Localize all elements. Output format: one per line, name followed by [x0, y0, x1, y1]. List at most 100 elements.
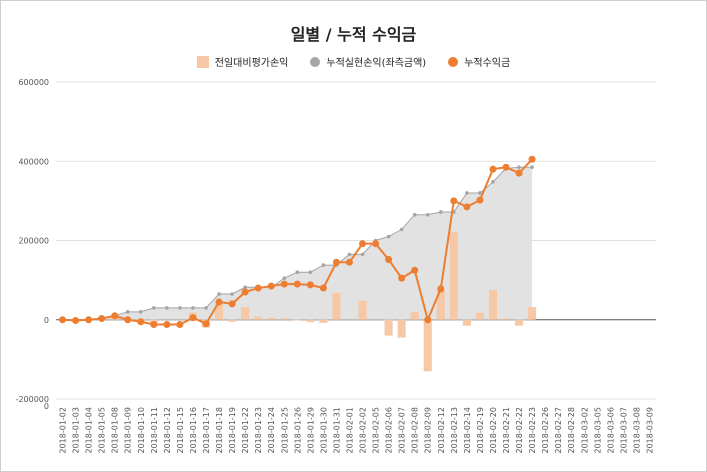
- cumulative-point: [411, 266, 419, 274]
- cumulative-point: [489, 165, 497, 173]
- cumulative-point: [306, 281, 314, 289]
- cumulative-point: [450, 197, 458, 205]
- cumulative-point: [398, 274, 406, 282]
- daily-pnl-bar: [410, 311, 419, 320]
- x-tick-label: 2018-03-02: [580, 407, 589, 454]
- cumulative-point: [502, 163, 510, 171]
- y-tick-label: 600000: [18, 78, 49, 87]
- realized-point: [530, 165, 534, 169]
- cumulative-point: [85, 316, 93, 324]
- daily-pnl-bar: [528, 307, 537, 320]
- realized-point: [347, 252, 352, 257]
- x-tick-label: 2018-02-22: [515, 407, 524, 454]
- x-tick-label: 2018-02-19: [476, 407, 485, 454]
- daily-pnl-bar: [306, 319, 315, 323]
- cumulative-point: [150, 321, 158, 329]
- cumulative-point: [528, 155, 536, 163]
- realized-point: [152, 306, 156, 310]
- legend-swatch-dot: [448, 56, 459, 67]
- daily-pnl-bar: [241, 307, 250, 320]
- x-tick-label: 2018-01-23: [254, 407, 263, 454]
- chart-title: 일별 / 누적 수익금: [290, 25, 417, 44]
- realized-point: [321, 263, 326, 267]
- realized-point: [491, 180, 495, 184]
- legend-label: 전일대비평가손익: [214, 58, 289, 69]
- y-tick-label: 0: [44, 316, 49, 325]
- legend-item-cumulative[interactable]: 누적수익금: [448, 54, 510, 69]
- x-tick-label: 2018-01-03: [72, 407, 81, 454]
- realized-point: [204, 306, 208, 310]
- legend-label: 누적수익금: [464, 58, 511, 69]
- x-tick-label: 2018-01-08: [111, 407, 120, 454]
- x-tick-label: 2018-01-02: [59, 407, 68, 454]
- x-tick-label: 2018-01-24: [267, 407, 276, 454]
- realized-point: [438, 210, 443, 214]
- cumulative-point: [111, 312, 119, 320]
- x-tick-label: 2018-01-17: [202, 407, 211, 454]
- daily-pnl-bar: [436, 290, 445, 320]
- x-tick-label: 2018-02-20: [489, 407, 498, 454]
- cumulative-point: [463, 203, 471, 211]
- legend-swatch-dot: [310, 56, 321, 67]
- x-tick-label: 2018-02-23: [528, 407, 537, 454]
- realized-point: [295, 270, 300, 275]
- legend-item-realized-cum[interactable]: 누적실현손익(좌측금액): [310, 54, 426, 69]
- legend-item-daily-pnl[interactable]: 전일대비평가손익: [196, 54, 289, 69]
- daily-pnl-bar: [423, 319, 432, 372]
- cumulative-point: [137, 318, 145, 326]
- x-tick-label: 2018-01-16: [189, 407, 198, 454]
- realized-point: [230, 292, 234, 296]
- realized-point: [425, 212, 430, 217]
- x-tick-label: 2018-03-05: [593, 407, 602, 454]
- x-tick-label: 2018-02-26: [541, 407, 550, 454]
- cumulative-point: [319, 284, 327, 292]
- realized-point: [412, 212, 417, 217]
- x-tick-label: 2018-03-09: [645, 407, 654, 454]
- cumulative-point: [98, 315, 106, 323]
- daily-pnl-bar: [215, 301, 224, 320]
- daily-pnl-bar: [228, 319, 237, 322]
- daily-pnl-bar: [397, 319, 406, 338]
- daily-pnl-bar: [293, 319, 302, 321]
- realized-point: [465, 191, 469, 195]
- chart-legend: 전일대비평가손익 누적실현손익(좌측금액) 누적수익금: [1, 54, 706, 69]
- cumulative-point: [163, 321, 171, 329]
- cumulative-point: [241, 288, 249, 296]
- daily-pnl-bar: [515, 319, 524, 326]
- cumulative-point: [215, 298, 223, 306]
- x-tick-label: 2018-01-25: [280, 407, 289, 454]
- x-tick-label: 2018-02-05: [372, 407, 381, 454]
- legend-label: 누적실현손익(좌측금액): [326, 58, 427, 69]
- y-tick-label: 400000: [18, 157, 49, 166]
- cumulative-point: [267, 282, 275, 290]
- x-tick-label: 2018-02-01: [345, 407, 354, 454]
- cumulative-point: [280, 280, 288, 288]
- cumulative-point: [345, 258, 353, 266]
- realized-point: [191, 306, 195, 310]
- realized-point: [399, 227, 404, 232]
- realized-point: [308, 270, 313, 275]
- realized-point: [282, 276, 287, 280]
- y-tick-label: 200000: [18, 237, 49, 246]
- x-tick-label: 2018-03-08: [632, 407, 641, 454]
- cumulative-point: [254, 284, 262, 292]
- legend-swatch-bar: [196, 55, 209, 68]
- daily-pnl-bar: [319, 319, 328, 323]
- x-tick-label: 2018-02-09: [424, 407, 433, 454]
- x-tick-label: 2018-02-27: [554, 407, 563, 454]
- x-tick-label: 2018-01-15: [176, 407, 185, 454]
- daily-pnl-bar: [462, 319, 471, 326]
- daily-pnl-bar: [254, 316, 263, 320]
- cumulative-point: [476, 196, 484, 204]
- x-tick-label: 2018-01-31: [332, 407, 341, 454]
- daily-pnl-bar: [332, 292, 341, 320]
- cumulative-point: [332, 258, 340, 266]
- x-tick-label: 2018-01-05: [98, 407, 107, 454]
- cumulative-point: [59, 316, 67, 324]
- cumulative-point: [124, 316, 132, 324]
- realized-point: [165, 306, 169, 310]
- x-tick-label: 2018-02-14: [463, 407, 472, 454]
- x-tick-label: 2018-01-22: [241, 407, 250, 454]
